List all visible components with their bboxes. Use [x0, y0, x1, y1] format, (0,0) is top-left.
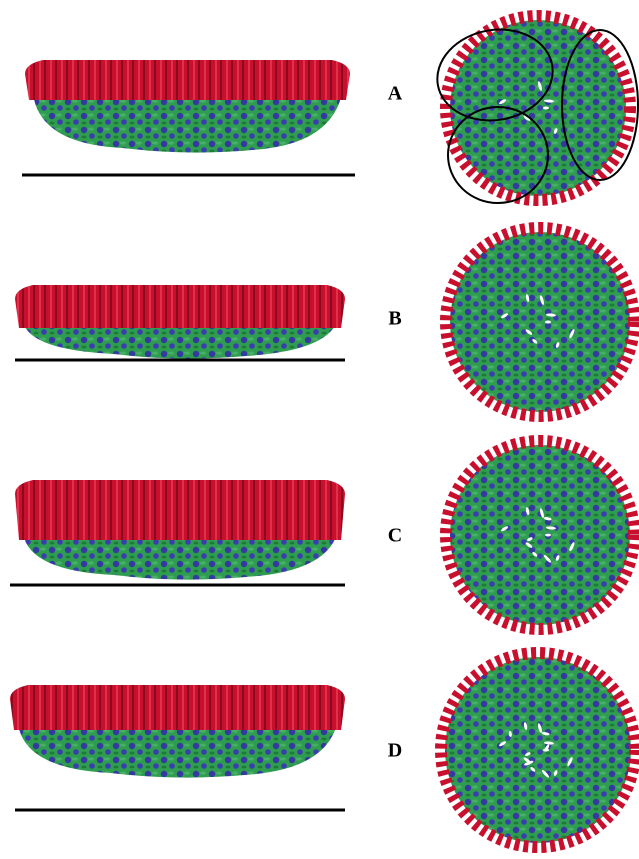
molecule-top	[15, 285, 345, 328]
gap	[545, 534, 551, 537]
molecule-top	[15, 480, 345, 540]
panel-label: C	[388, 525, 402, 547]
molecule-top	[10, 685, 345, 730]
figure: A B C D	[0, 0, 639, 859]
panel-label: B	[388, 308, 401, 330]
gap	[543, 107, 549, 110]
molecule-base	[23, 534, 337, 580]
molecule-base	[18, 724, 337, 778]
molecule-base	[33, 94, 342, 153]
molecule-top	[25, 60, 350, 100]
gap	[545, 321, 551, 324]
panel-label: D	[388, 740, 402, 762]
page: ABCD (() => { const data = JSON.parse(do…	[0, 0, 639, 859]
panel-label: A	[388, 83, 403, 105]
